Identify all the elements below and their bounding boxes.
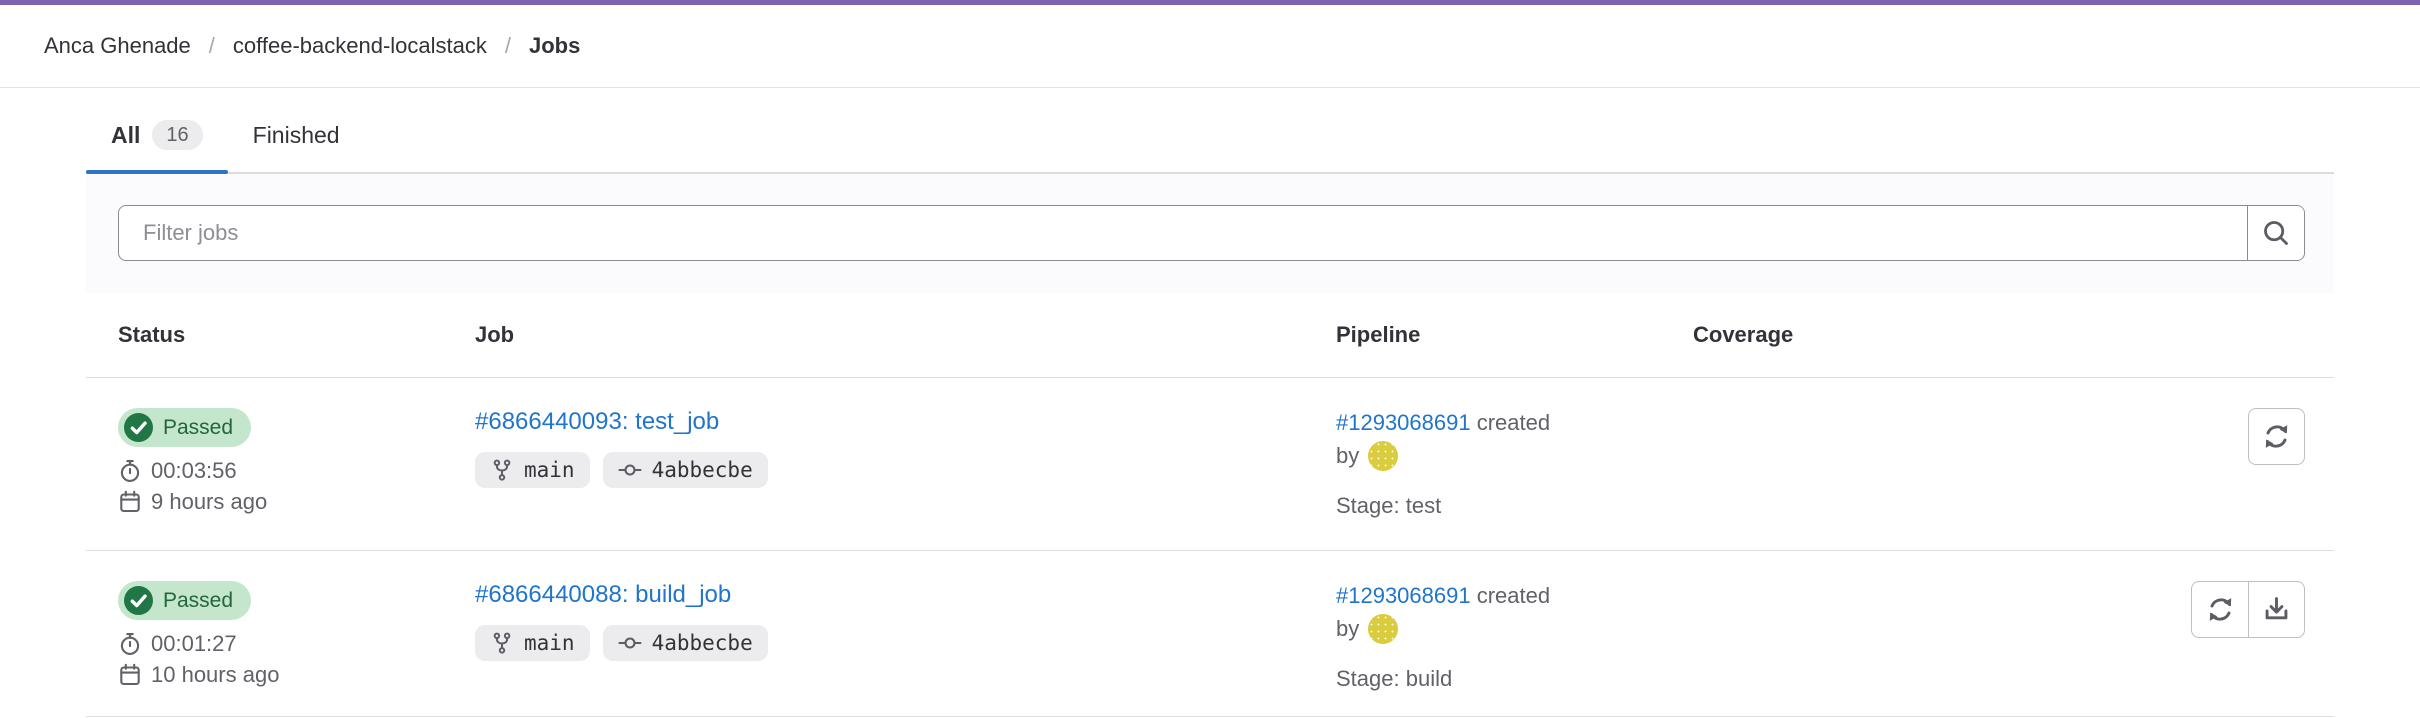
breadcrumb: Anca Ghenade / coffee-backend-localstack… [0, 5, 2420, 88]
retry-icon [2262, 422, 2291, 451]
branch-icon [490, 458, 514, 482]
top-accent-bar [0, 0, 2420, 5]
ref-badges: main 4abbecbe [475, 452, 1336, 488]
breadcrumb-separator: / [504, 33, 511, 58]
search-icon [2261, 218, 2291, 248]
jobs-tabs: All 16 Finished [86, 98, 2334, 174]
pipeline-cell: #1293068691 created by Stage: test [1336, 408, 1693, 550]
branch-badge[interactable]: main [475, 625, 590, 661]
table-row: Passed 00:03:56 9 hours ago [86, 378, 2334, 551]
pipeline-created-text: created [1476, 410, 1551, 435]
tab-finished-label: Finished [252, 121, 340, 148]
tab-finished[interactable]: Finished [228, 98, 365, 172]
pipeline-link[interactable]: #1293068691 [1336, 410, 1471, 435]
breadcrumb-separator: / [208, 33, 215, 58]
breadcrumb-item-user[interactable]: Anca Ghenade [44, 33, 191, 58]
status-badge-label: Passed [163, 588, 234, 612]
job-duration-value: 00:03:56 [151, 458, 237, 483]
actions-cell [2191, 581, 2305, 716]
status-cell: Passed 00:01:27 10 hours ago [118, 581, 475, 716]
pipeline-by-text: by [1336, 615, 1360, 641]
search-button[interactable] [2247, 206, 2304, 260]
job-link[interactable]: #6866440093: test_job [475, 408, 720, 435]
actions-cell [2248, 408, 2305, 550]
pipeline-creator-avatar[interactable] [1368, 613, 1399, 644]
job-age: 10 hours ago [118, 662, 475, 688]
ref-badges: main 4abbecbe [475, 625, 1336, 661]
commit-sha: 4abbecbe [651, 458, 753, 482]
status-cell: Passed 00:03:56 9 hours ago [118, 408, 475, 550]
pipeline-creator-avatar[interactable] [1368, 440, 1399, 471]
branch-name: main [524, 631, 575, 655]
commit-icon [618, 458, 642, 482]
tab-all-label: All [111, 121, 141, 148]
pipeline-created-text: created [1476, 583, 1551, 608]
pipeline-link[interactable]: #1293068691 [1336, 583, 1471, 608]
retry-job-button[interactable] [2248, 408, 2305, 465]
breadcrumb-item-project[interactable]: coffee-backend-localstack [232, 33, 487, 58]
branch-icon [490, 631, 514, 655]
table-row: Passed 00:01:27 10 hours ago [86, 551, 2334, 717]
column-header-coverage: Coverage [1693, 322, 1794, 347]
commit-badge[interactable]: 4abbecbe [602, 452, 768, 488]
job-age-value: 10 hours ago [151, 662, 280, 687]
job-cell: #6866440088: build_job main [475, 581, 1336, 716]
retry-icon [2206, 595, 2235, 624]
calendar-icon [118, 490, 142, 514]
tab-all-count-badge: 16 [152, 120, 203, 150]
commit-badge[interactable]: 4abbecbe [602, 625, 768, 661]
job-duration-value: 00:01:27 [151, 631, 237, 656]
column-header-status: Status [118, 322, 186, 347]
filter-search-group [118, 205, 2305, 261]
breadcrumb-item-jobs: Jobs [529, 33, 581, 58]
status-badge-label: Passed [163, 415, 234, 439]
timer-icon [118, 459, 142, 483]
filter-panel [86, 174, 2334, 293]
jobs-page: All 16 Finished Status Job Pipeline Cove… [0, 98, 2420, 717]
pipeline-stage: Stage: build [1336, 665, 1453, 691]
download-icon [2262, 595, 2291, 624]
branch-badge[interactable]: main [475, 452, 590, 488]
retry-job-button[interactable] [2191, 581, 2248, 638]
check-circle-icon [124, 413, 153, 442]
branch-name: main [524, 458, 575, 482]
filter-jobs-input[interactable] [119, 206, 2247, 260]
column-header-pipeline: Pipeline [1336, 322, 1421, 347]
timer-icon [118, 632, 142, 656]
download-artifacts-button[interactable] [2248, 581, 2305, 638]
job-duration: 00:03:56 [118, 458, 475, 484]
pipeline-stage: Stage: test [1336, 492, 1442, 518]
job-cell: #6866440093: test_job main [475, 408, 1336, 550]
table-header: Status Job Pipeline Coverage [86, 293, 2334, 378]
column-header-job: Job [475, 322, 515, 347]
tab-all[interactable]: All 16 [86, 98, 228, 174]
calendar-icon [118, 663, 142, 687]
job-age: 9 hours ago [118, 489, 475, 515]
coverage-cell [1693, 408, 2248, 550]
commit-icon [618, 631, 642, 655]
pipeline-by-text: by [1336, 442, 1360, 468]
commit-sha: 4abbecbe [651, 631, 753, 655]
check-circle-icon [124, 586, 153, 615]
job-link[interactable]: #6866440088: build_job [475, 581, 732, 608]
pipeline-cell: #1293068691 created by Stage: build [1336, 581, 1693, 716]
job-age-value: 9 hours ago [151, 489, 268, 514]
job-duration: 00:01:27 [118, 631, 475, 657]
coverage-cell [1693, 581, 2191, 716]
status-badge[interactable]: Passed [118, 581, 252, 620]
actions-button-group [2191, 581, 2305, 716]
status-badge[interactable]: Passed [118, 408, 252, 447]
